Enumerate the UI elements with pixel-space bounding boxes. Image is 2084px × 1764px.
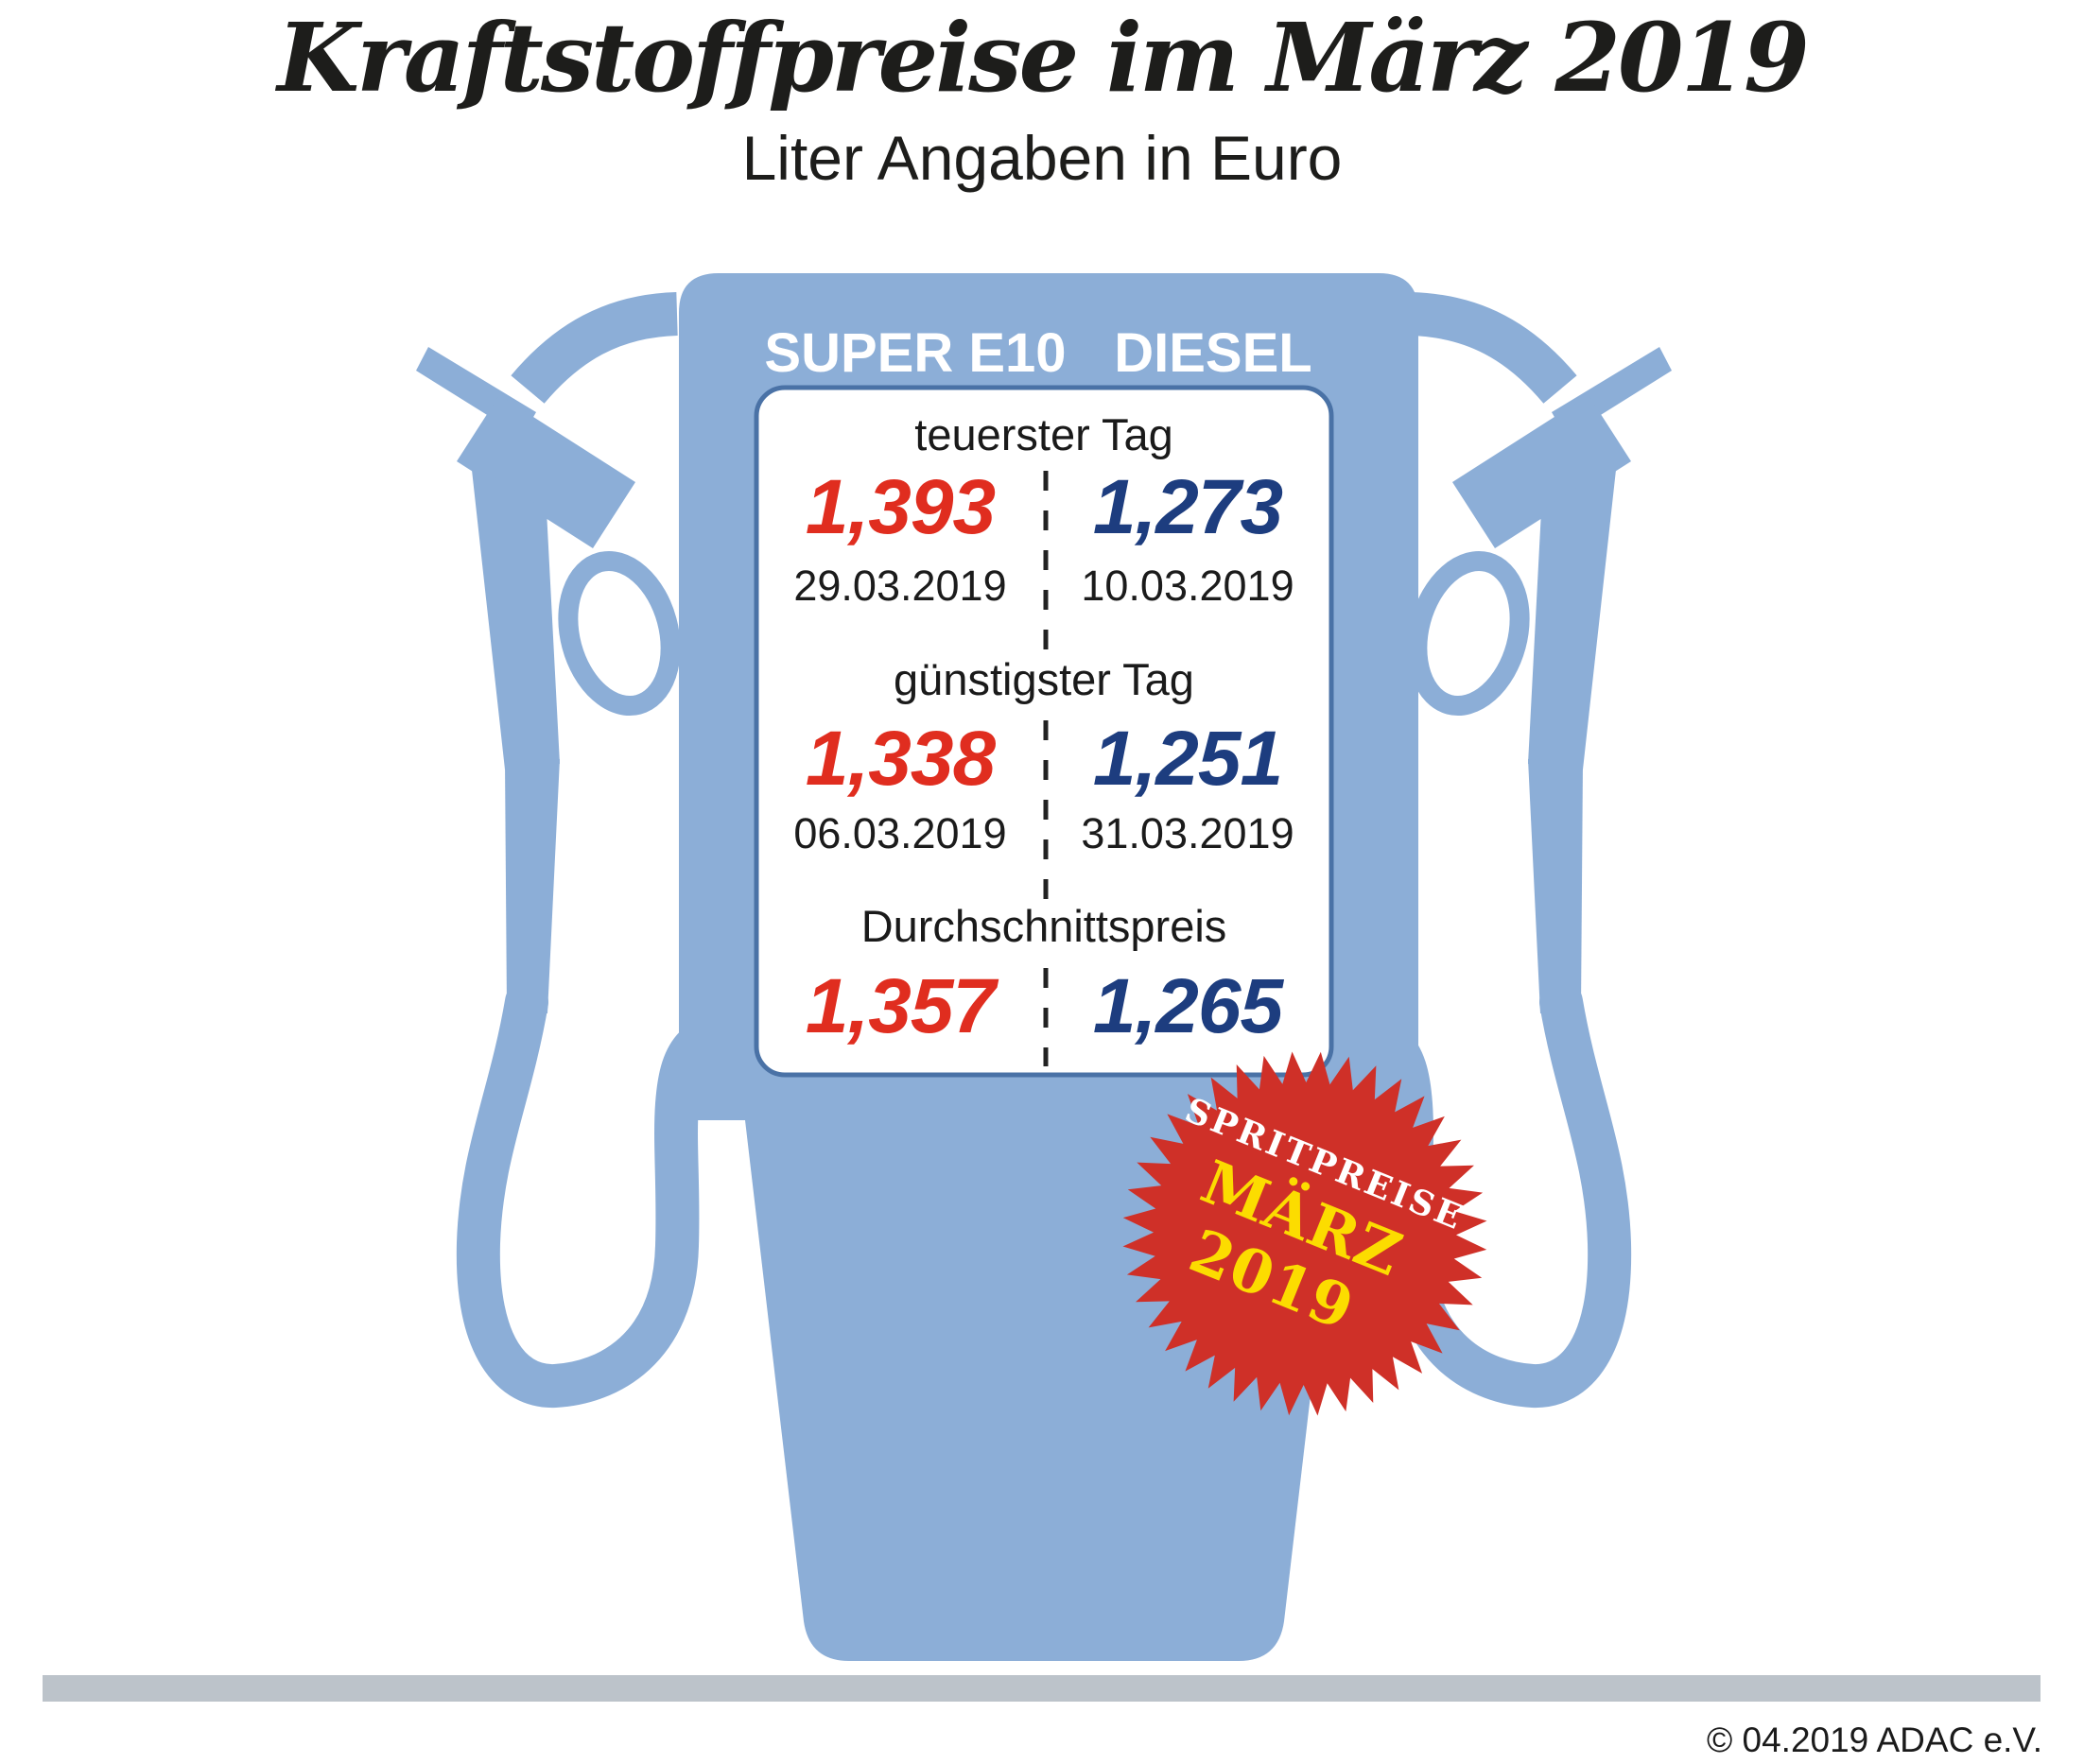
page-title: Kraftstoffpreise im März 2019 <box>277 2 1810 113</box>
right-nozzle-pipe <box>1528 759 1583 1013</box>
right-nozzle-and-hose <box>1279 292 1672 1408</box>
left-nozzle-holster <box>511 292 679 405</box>
copyright-text: © 04.2019 ADAC e.V. <box>1706 1721 2042 1759</box>
left-nozzle-and-hose <box>416 292 808 1408</box>
price-row: 1,393 1,273 <box>756 464 1331 550</box>
right-nozzle-grip <box>1528 461 1617 770</box>
column-header-diesel: DIESEL <box>1114 322 1312 384</box>
starburst-badge <box>1122 1051 1487 1416</box>
price-super-e10-max: 1,393 <box>805 464 996 550</box>
right-nozzle-handle-ring <box>1407 550 1530 717</box>
column-header-super-e10: SUPER E10 <box>764 322 1067 384</box>
date-super-e10-max: 29.03.2019 <box>793 562 1007 610</box>
footer-divider-bar <box>43 1675 2041 1702</box>
page-subtitle: Liter Angaben in Euro <box>741 123 1343 193</box>
price-super-e10-min: 1,338 <box>805 716 996 802</box>
left-nozzle-pipe <box>505 759 560 1013</box>
price-diesel-max: 1,273 <box>1092 464 1283 550</box>
right-nozzle-holster <box>1409 292 1577 405</box>
price-diesel-min: 1,251 <box>1092 716 1283 802</box>
price-super-e10-avg: 1,357 <box>805 963 996 1049</box>
date-diesel-max: 10.03.2019 <box>1081 562 1294 610</box>
price-row: 1,357 1,265 <box>756 963 1331 1049</box>
left-nozzle-grip <box>471 461 560 770</box>
price-diesel-avg: 1,265 <box>1092 963 1283 1049</box>
price-row: 1,338 1,251 <box>756 718 1331 800</box>
section-label-average: Durchschnittspreis <box>860 901 1227 951</box>
section-label-most-expensive: teuerster Tag <box>914 409 1173 459</box>
date-diesel-min: 31.03.2019 <box>1081 809 1294 857</box>
left-hose <box>456 980 808 1408</box>
left-nozzle-handle-ring <box>558 550 681 717</box>
price-panel-content: teuerster Tag 1,393 1,273 29.03.2019 10.… <box>756 388 1331 1075</box>
date-super-e10-min: 06.03.2019 <box>793 809 1007 857</box>
starburst-badge-group: SPRITPREISE MÄRZ 2019 <box>1122 1051 1487 1416</box>
left-nozzle-body <box>457 395 635 548</box>
date-row: 29.03.2019 10.03.2019 <box>756 562 1331 611</box>
right-nozzle-body <box>1452 395 1631 548</box>
section-label-cheapest: günstigster Tag <box>894 654 1194 704</box>
date-row: 06.03.2019 31.03.2019 <box>756 809 1331 858</box>
